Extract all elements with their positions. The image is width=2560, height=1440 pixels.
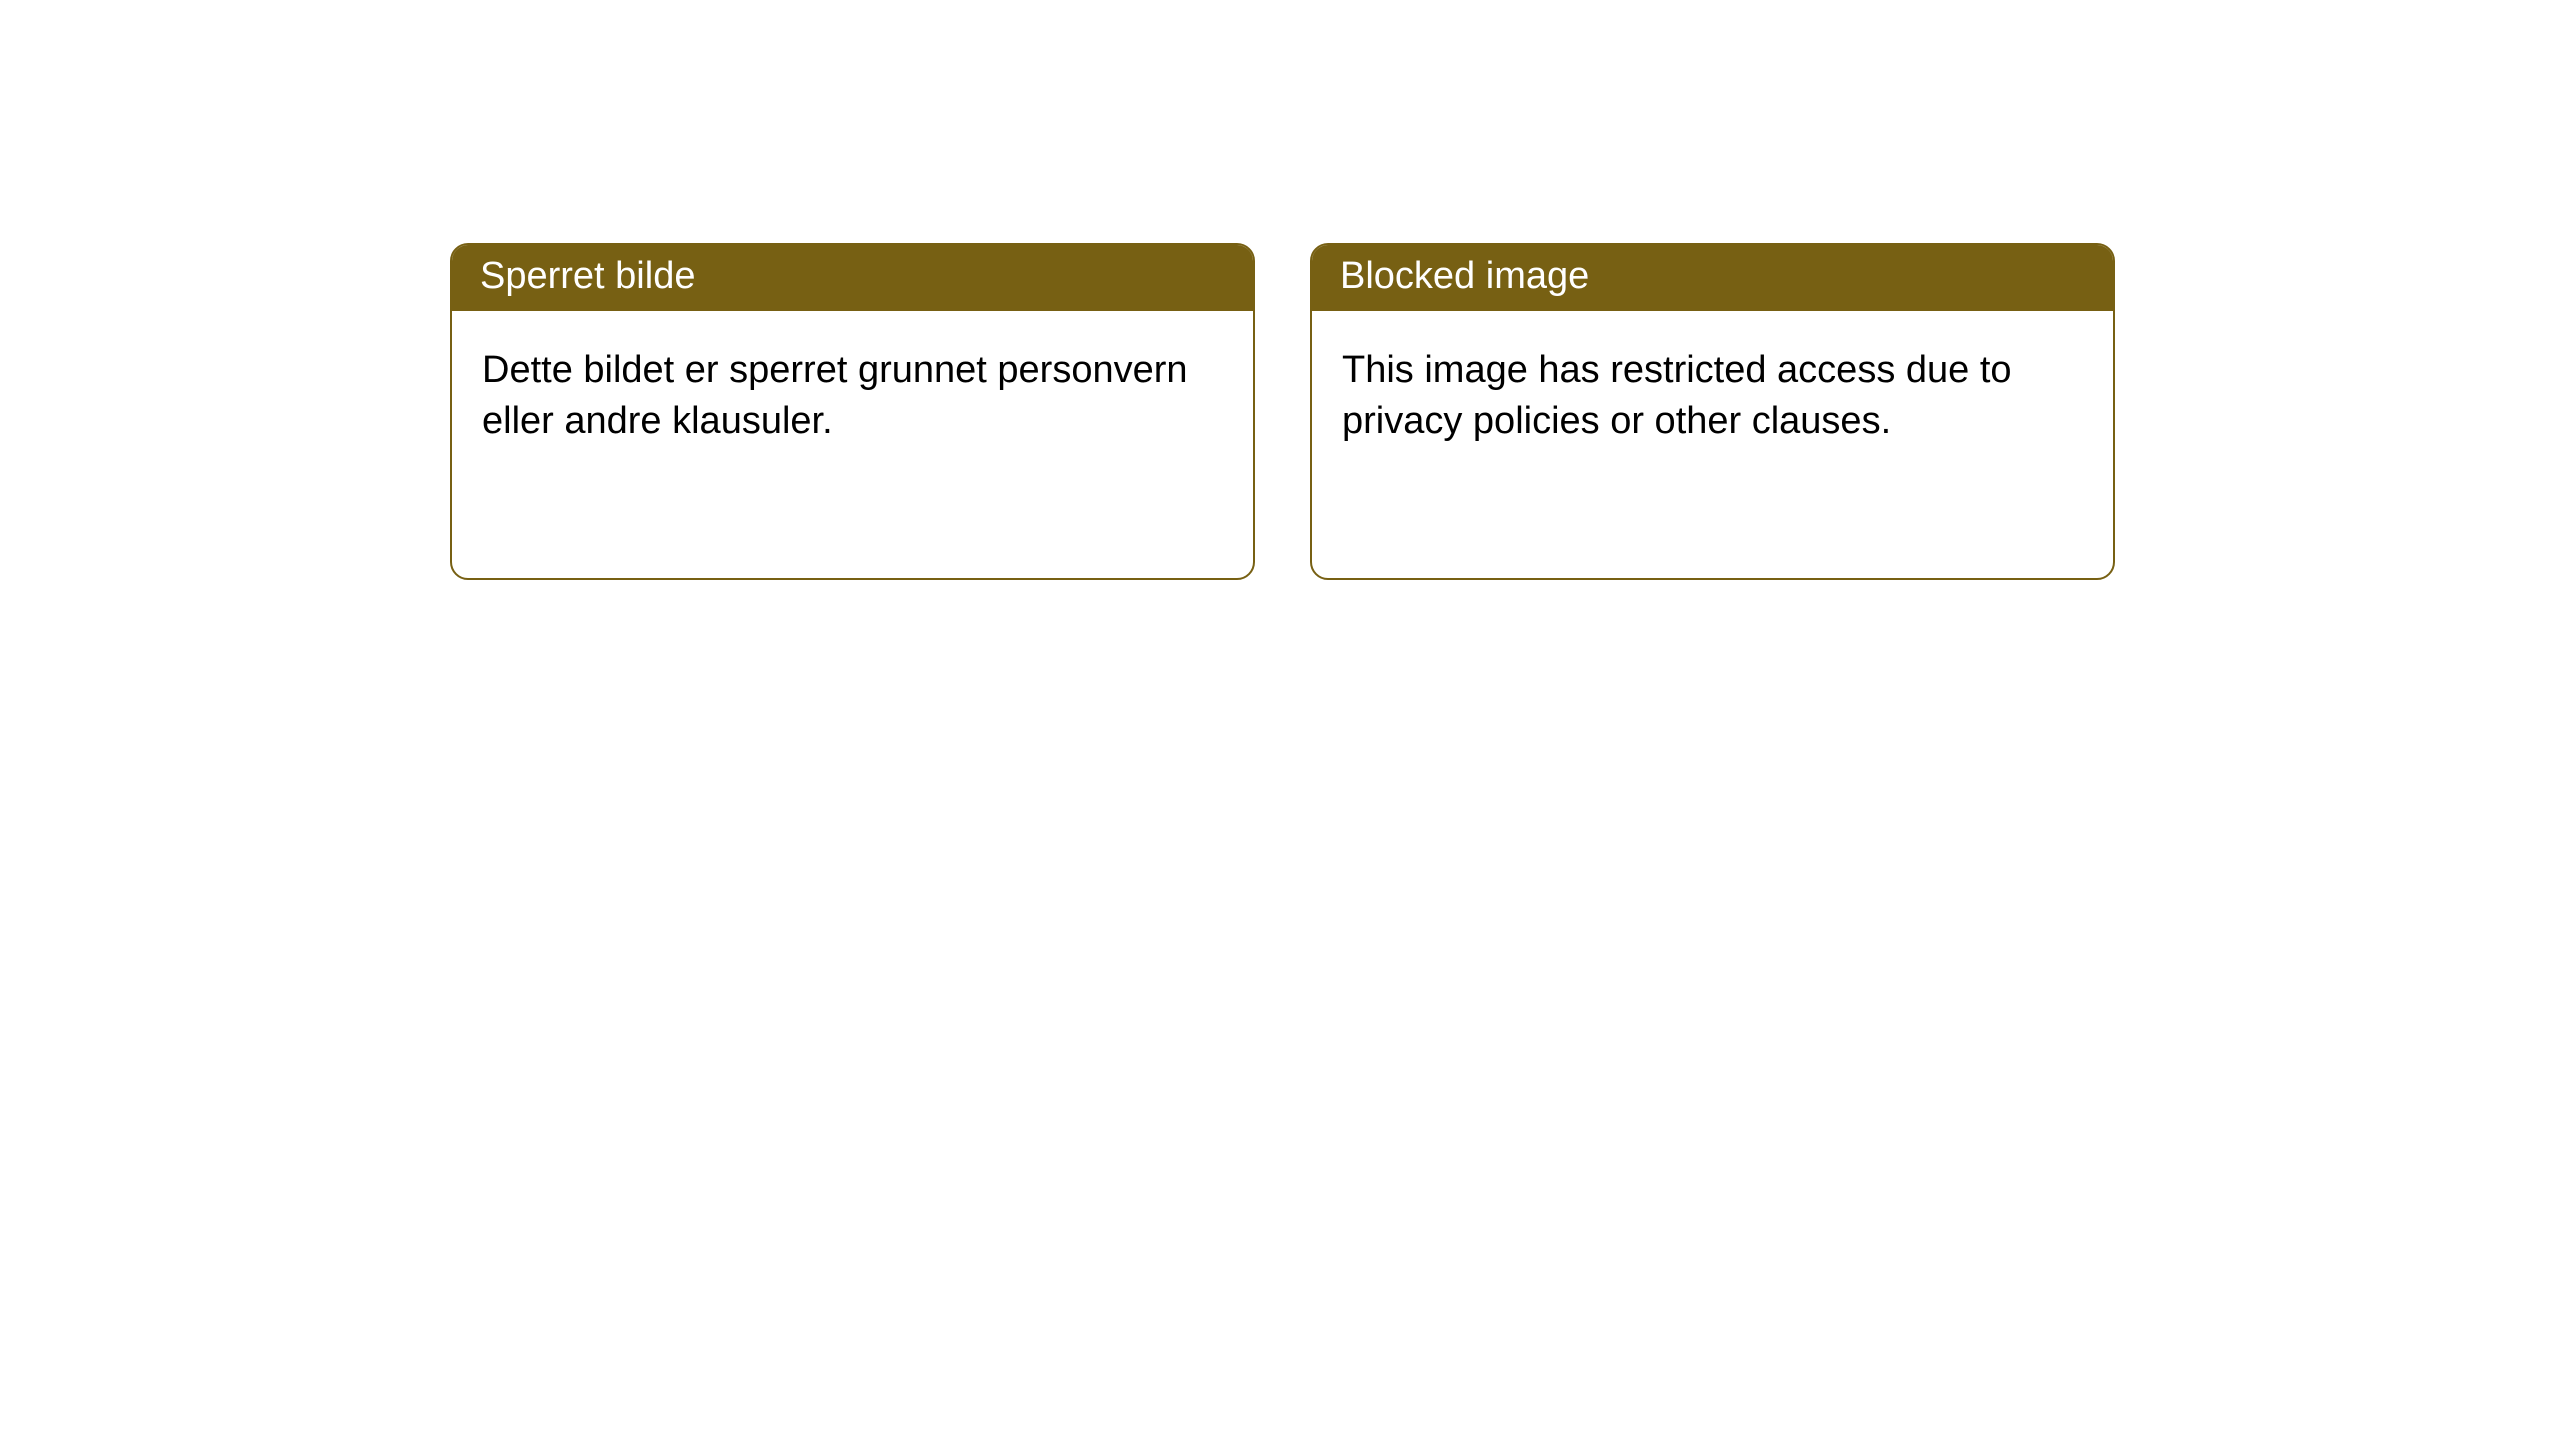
card-body: This image has restricted access due to …: [1312, 311, 2113, 482]
card-body-text: Dette bildet er sperret grunnet personve…: [482, 349, 1188, 442]
card-title: Blocked image: [1340, 255, 1589, 297]
card-body-text: This image has restricted access due to …: [1342, 349, 2012, 442]
blocked-image-card-english: Blocked image This image has restricted …: [1310, 243, 2115, 580]
blocked-image-card-norwegian: Sperret bilde Dette bildet er sperret gr…: [450, 243, 1255, 580]
card-header: Sperret bilde: [452, 245, 1253, 311]
card-header: Blocked image: [1312, 245, 2113, 311]
message-cards-container: Sperret bilde Dette bildet er sperret gr…: [450, 243, 2115, 580]
card-title: Sperret bilde: [480, 255, 695, 297]
card-body: Dette bildet er sperret grunnet personve…: [452, 311, 1253, 482]
